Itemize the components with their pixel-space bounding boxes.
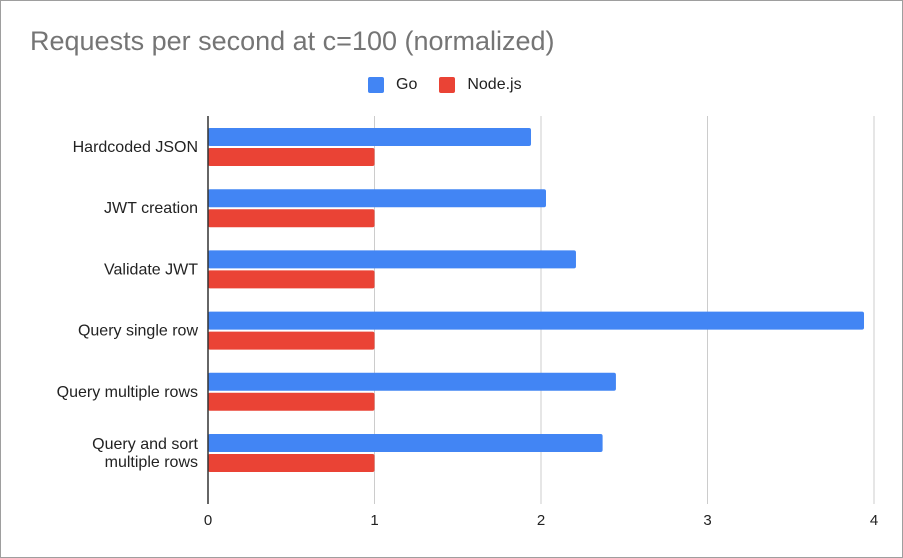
category-label-4: Query multiple rows [57,384,198,401]
category-label-5-line-1: multiple rows [105,454,198,471]
bar-nodejs-3[interactable] [208,331,375,350]
category-label-2-line-0: Validate JWT [104,261,198,278]
legend-item-go[interactable]: Go [368,76,417,94]
bar-nodejs-4[interactable] [208,392,375,411]
bar-go-5[interactable] [208,434,603,452]
bar-nodejs-0[interactable] [208,148,375,166]
category-label-0-line-0: Hardcoded JSON [73,139,198,156]
x-tick-label-1: 1 [370,512,378,529]
legend-label-go: Go [396,76,418,93]
category-label-1: JWT creation [104,200,198,217]
bar-go-1[interactable] [208,189,546,208]
legend-item-nodejs[interactable]: Node.js [439,76,522,94]
legend-label-nodejs: Node.js [467,76,522,93]
x-tick-label-3: 3 [703,512,711,529]
category-label-4-line-0: Query multiple rows [57,384,198,401]
chart-title: Requests per second at c=100 (normalized… [30,26,555,56]
legend-swatch-go [368,77,384,93]
bar-nodejs-2[interactable] [208,270,375,289]
category-label-1-line-0: JWT creation [104,200,198,217]
category-label-3: Query single row [78,323,198,340]
legend-swatch-nodejs [439,77,456,93]
category-label-3-line-0: Query single row [78,323,198,340]
bar-nodejs-5[interactable] [208,454,375,472]
category-label-0: Hardcoded JSON [73,139,198,156]
x-tick-label-2: 2 [537,512,545,529]
category-label-5: Query and sort multiple rows [92,436,198,471]
bar-go-3[interactable] [208,311,865,330]
x-tick-label-4: 4 [870,512,878,529]
category-label-5-line-0: Query and sort [92,436,198,453]
x-tick-label-0: 0 [204,512,212,529]
bar-go-0[interactable] [208,128,532,146]
legend: Go Node.js [368,76,544,94]
bar-go-4[interactable] [208,372,616,391]
bar-go-2[interactable] [208,250,576,269]
category-label-2: Validate JWT [104,261,198,278]
bar-nodejs-1[interactable] [208,209,375,228]
